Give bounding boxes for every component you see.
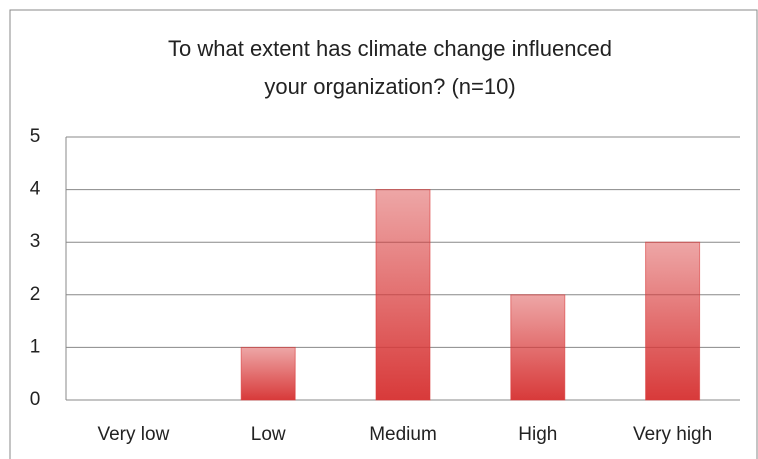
- bar: [645, 241, 701, 401]
- x-tick-label: Medium: [369, 424, 437, 445]
- chart-title: your organization? (n=10): [264, 74, 515, 99]
- bar: [375, 189, 431, 401]
- y-tick-label: 2: [30, 284, 41, 305]
- y-tick-label: 4: [30, 179, 41, 200]
- x-tick-label: Low: [251, 424, 286, 445]
- x-tick-label: Very low: [97, 424, 169, 445]
- chart-title: To what extent has climate change influe…: [168, 36, 612, 61]
- y-tick-label: 3: [30, 231, 41, 252]
- y-tick-label: 5: [30, 126, 41, 147]
- bar: [240, 346, 296, 401]
- bar: [510, 294, 566, 401]
- chart-frame: [9, 9, 758, 459]
- y-tick-label: 1: [30, 336, 41, 357]
- y-tick-label: 0: [30, 389, 41, 410]
- x-tick-label: Very high: [633, 424, 712, 445]
- x-tick-label: High: [518, 424, 557, 445]
